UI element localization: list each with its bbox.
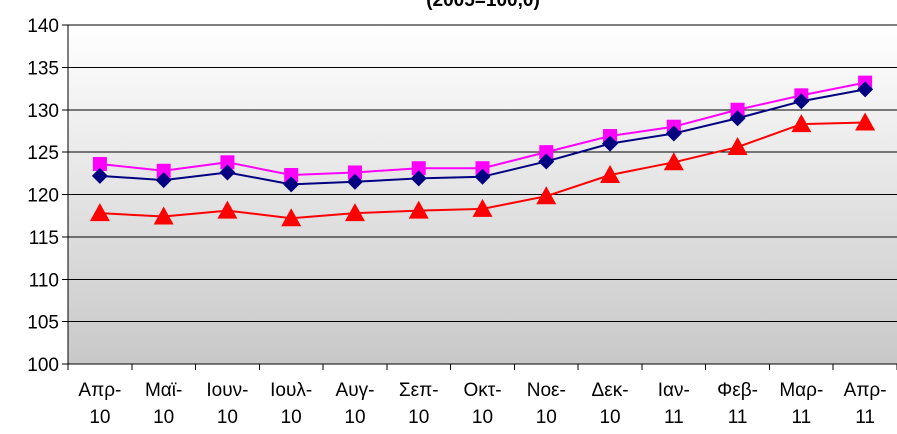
data-point-square — [730, 102, 745, 117]
x-tick-label: Νοε-10 — [527, 380, 566, 428]
data-point-triangle — [153, 206, 174, 225]
series-triangle — [89, 112, 876, 227]
x-tick-label: Αυγ-10 — [336, 380, 375, 428]
x-tick-label: Ιουλ-10 — [270, 380, 312, 428]
x-tick-label: Ιουν-10 — [206, 380, 248, 428]
y-tick-label: 110 — [29, 270, 59, 291]
y-tick-label: 130 — [27, 101, 59, 122]
data-point-triangle — [663, 152, 684, 171]
data-point-square — [539, 145, 554, 160]
x-tick-label: Μαρ-11 — [779, 380, 823, 428]
y-tick-labels: 100 105 110 115 120 125 130 135 140 — [27, 16, 59, 376]
data-point-diamond — [793, 93, 810, 110]
data-point-diamond — [410, 170, 427, 187]
data-point-square — [156, 163, 171, 178]
data-point-diamond — [538, 153, 555, 170]
data-point-diamond — [474, 168, 491, 185]
gridlines — [68, 24, 897, 323]
y-tick-label: 115 — [29, 228, 59, 249]
data-point-diamond — [91, 167, 108, 184]
series-group — [89, 75, 876, 227]
y-tick-label: 140 — [27, 16, 59, 37]
x-tick-label: Οκτ-10 — [463, 380, 501, 428]
x-tick-label: Σεπ-10 — [399, 380, 439, 428]
x-tick-labels: Απρ-10 Μαϊ-10 Ιουν-10 Ιουλ-10 Αυγ-10 Σεπ-10 Οκ… — [78, 380, 886, 428]
x-tick-label: Ιαν-11 — [658, 380, 690, 428]
data-point-triangle — [727, 137, 748, 156]
y-tick-label: 105 — [27, 313, 59, 334]
y-tick-label: 125 — [27, 143, 59, 164]
data-point-square — [475, 161, 490, 176]
x-tick-label: Απρ-10 — [78, 380, 121, 428]
data-point-triangle — [89, 203, 110, 222]
axes — [62, 24, 897, 370]
data-point-diamond — [602, 135, 619, 152]
x-tick-label: Φεβ-11 — [717, 380, 758, 428]
data-point-diamond — [665, 125, 682, 142]
series-diamond — [91, 81, 874, 193]
data-point-square — [92, 156, 107, 171]
data-point-square — [411, 161, 426, 176]
x-tick-label: Δεκ-10 — [592, 380, 629, 428]
data-point-triangle — [281, 208, 302, 227]
data-point-triangle — [408, 200, 429, 219]
x-tick-label: Απρ-11 — [844, 380, 887, 428]
data-point-triangle — [472, 198, 493, 217]
data-point-triangle — [536, 186, 557, 205]
data-point-triangle — [791, 114, 812, 133]
data-point-diamond — [283, 176, 300, 193]
data-point-diamond — [346, 173, 363, 190]
data-point-triangle — [600, 165, 621, 184]
y-tick-label: 120 — [27, 186, 59, 207]
data-point-triangle — [855, 112, 876, 131]
data-point-square — [220, 155, 235, 170]
y-tick-label: 135 — [27, 58, 59, 79]
data-point-diamond — [155, 172, 172, 189]
data-point-diamond — [729, 110, 746, 127]
data-point-triangle — [217, 200, 238, 219]
chart-title: (2005=100,0) — [426, 0, 540, 11]
data-point-diamond — [219, 164, 236, 181]
data-point-triangle — [344, 203, 365, 222]
data-point-diamond — [857, 81, 874, 98]
x-tick-label: Μαϊ-10 — [145, 380, 182, 428]
data-point-square — [347, 165, 362, 180]
y-tick-label: 100 — [27, 355, 59, 376]
data-point-square — [284, 168, 299, 183]
